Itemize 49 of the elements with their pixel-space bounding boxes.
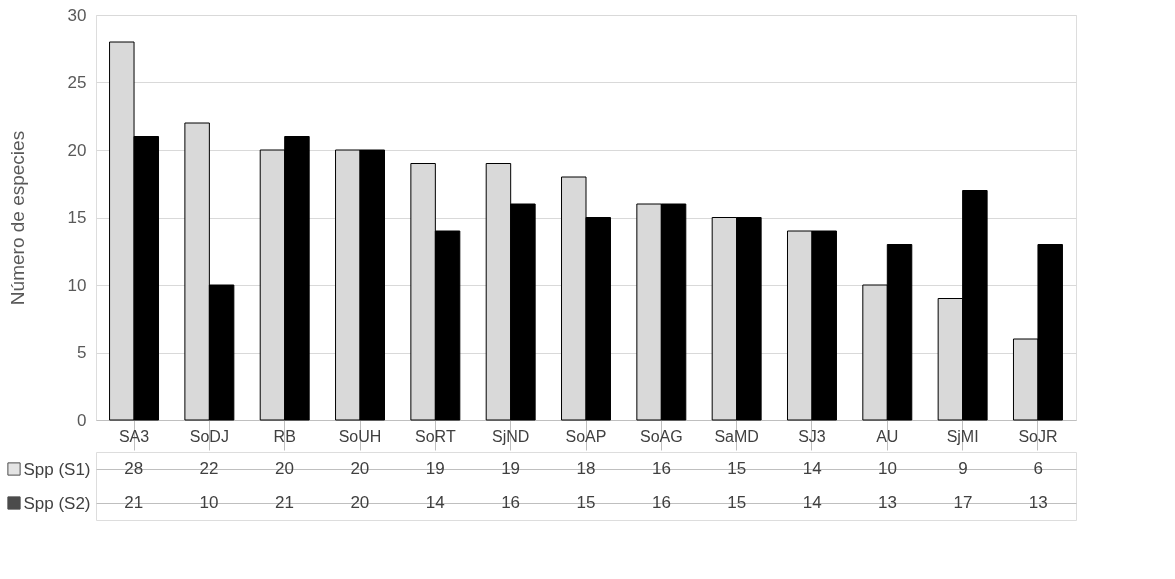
x-tick-label: SJ3 bbox=[798, 427, 826, 445]
x-tick-label: SaMD bbox=[714, 427, 759, 445]
data-label: 6 bbox=[1033, 459, 1044, 478]
x-tick-label: SjMI bbox=[946, 427, 979, 445]
data-label: 16 bbox=[651, 459, 671, 478]
data-label: 10 bbox=[878, 459, 897, 478]
data-label: 21 bbox=[275, 493, 294, 512]
x-tick-label: SA3 bbox=[118, 427, 150, 445]
data-label: 18 bbox=[576, 459, 596, 478]
data-label: 16 bbox=[651, 493, 671, 512]
data-label: 19 bbox=[425, 459, 445, 478]
data-label: 15 bbox=[727, 459, 747, 478]
legend-label: Spp (S2) bbox=[23, 493, 91, 513]
data-label: 14 bbox=[802, 459, 822, 478]
data-label: 20 bbox=[350, 493, 370, 512]
data-label: 13 bbox=[878, 493, 897, 512]
x-tick-label: SjND bbox=[492, 427, 530, 445]
data-label: 15 bbox=[576, 493, 596, 512]
y-tick-label: 15 bbox=[67, 208, 87, 227]
x-tick-label: SoAP bbox=[565, 427, 607, 445]
x-tick-label: SoAG bbox=[639, 427, 683, 445]
x-tick-label: AU bbox=[876, 427, 899, 445]
data-label: 21 bbox=[124, 493, 144, 512]
data-label: 14 bbox=[802, 493, 822, 512]
x-tick-label: SoRT bbox=[415, 427, 456, 445]
y-tick-label: 20 bbox=[67, 140, 87, 160]
data-label: 22 bbox=[199, 459, 219, 478]
data-label: 20 bbox=[350, 459, 370, 478]
data-label: 16 bbox=[501, 493, 521, 512]
y-tick-label: 0 bbox=[77, 410, 87, 430]
data-label: 20 bbox=[275, 459, 294, 478]
data-label: 15 bbox=[727, 493, 747, 512]
x-tick-label: SoDJ bbox=[189, 427, 229, 445]
y-axis-title: Número de especies bbox=[6, 130, 28, 306]
data-label: 14 bbox=[425, 493, 445, 512]
data-label: 19 bbox=[501, 459, 521, 478]
y-tick-label: 25 bbox=[67, 73, 87, 92]
y-tick-label: 30 bbox=[67, 5, 87, 25]
legend-label: Spp (S1) bbox=[23, 459, 91, 479]
data-label: 10 bbox=[199, 493, 219, 512]
data-label: 13 bbox=[1028, 493, 1048, 512]
x-tick-label: RB bbox=[273, 427, 296, 445]
x-tick-label: SoJR bbox=[1018, 427, 1058, 445]
x-tick-label: SoUH bbox=[338, 427, 382, 445]
data-label: 17 bbox=[953, 493, 973, 512]
data-label: 9 bbox=[958, 459, 968, 478]
data-label: 28 bbox=[124, 459, 144, 478]
y-tick-label: 5 bbox=[77, 343, 87, 362]
y-tick-label: 10 bbox=[67, 275, 87, 295]
